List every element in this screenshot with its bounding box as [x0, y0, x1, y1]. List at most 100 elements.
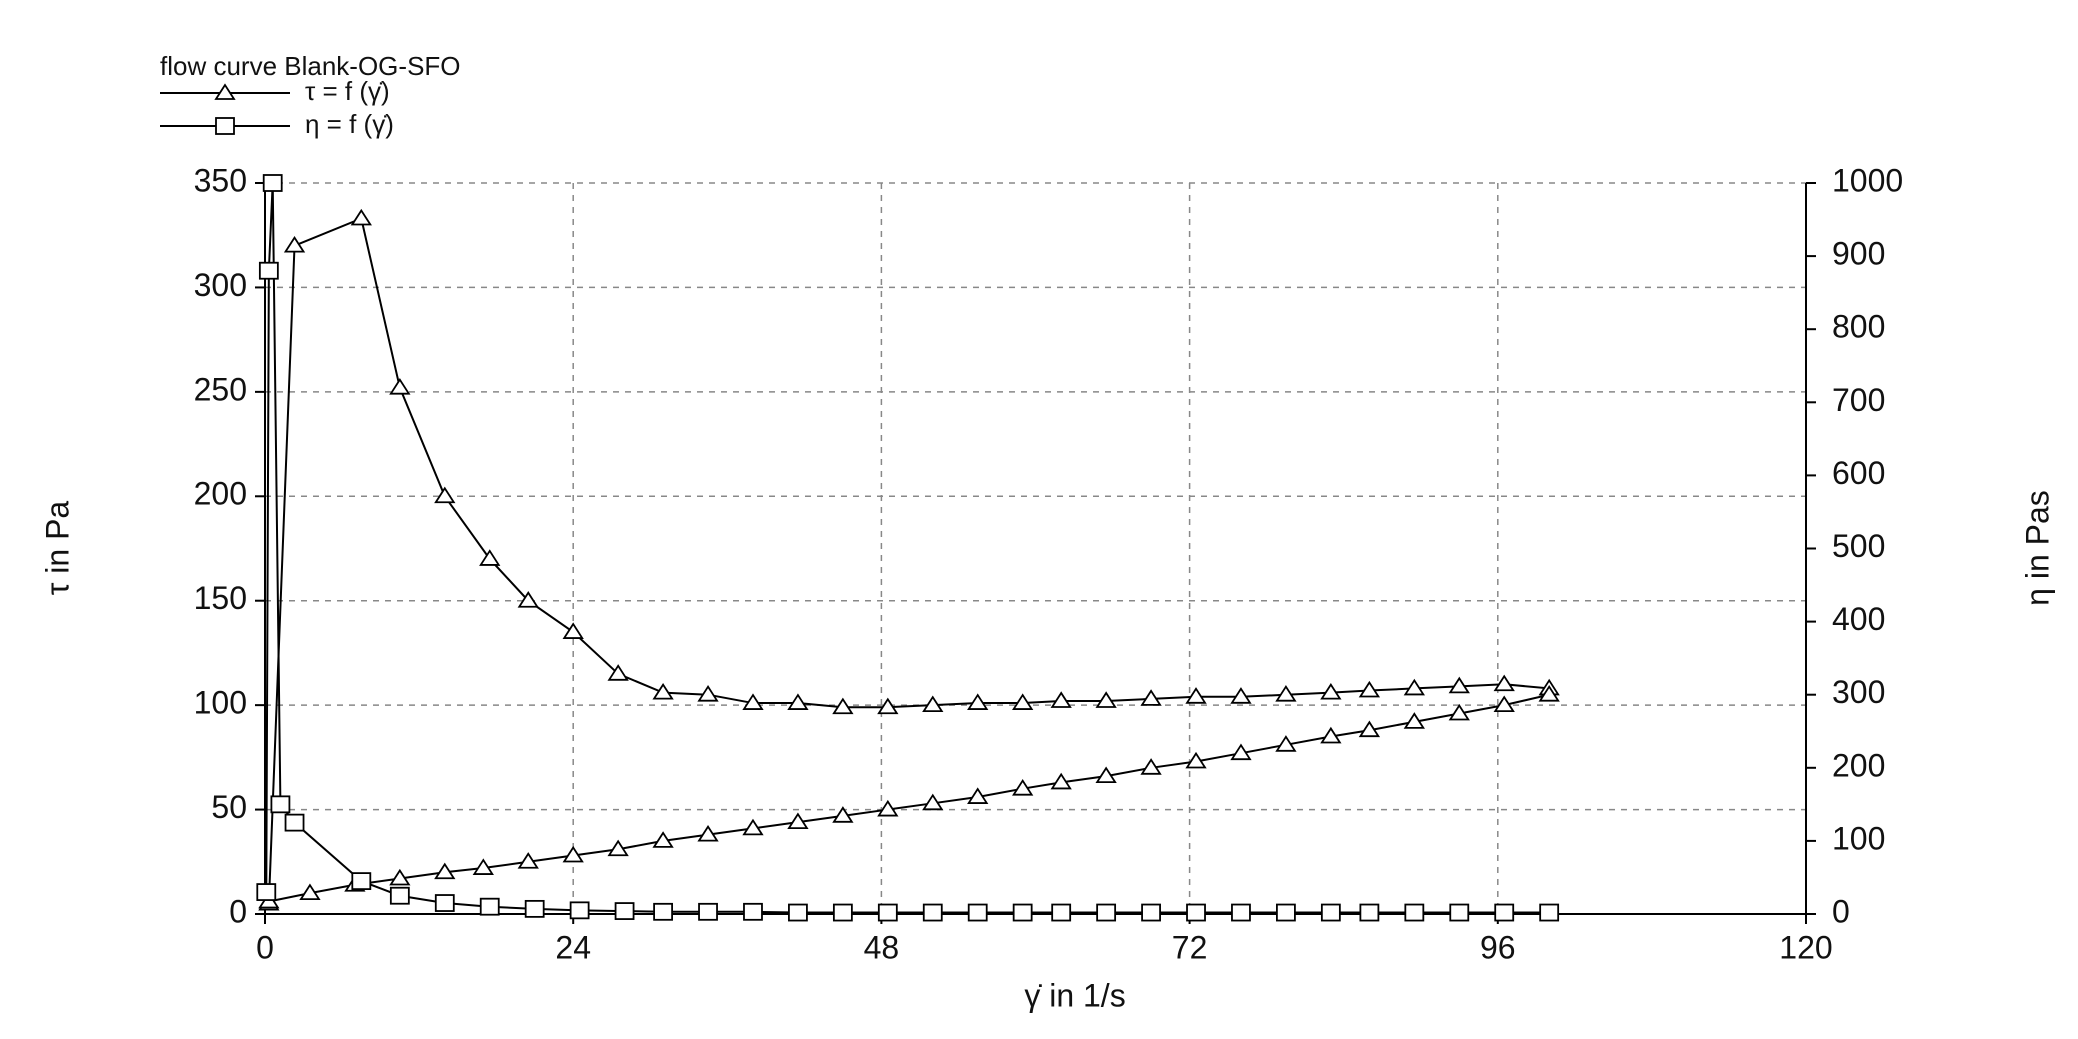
marker: [1539, 903, 1560, 922]
marker: [1012, 693, 1034, 710]
x-tick-label: 72: [1172, 929, 1208, 965]
marker: [1493, 695, 1515, 713]
marker: [258, 261, 279, 280]
marker: [1095, 766, 1117, 784]
marker: [697, 824, 719, 842]
marker: [562, 622, 584, 639]
marker: [1358, 720, 1381, 738]
marker: [1358, 680, 1381, 698]
y2-tick-label: 200: [1832, 747, 1885, 783]
marker: [788, 903, 808, 922]
marker: [1448, 676, 1470, 694]
marker: [434, 862, 456, 880]
marker: [299, 883, 321, 901]
marker: [1275, 685, 1297, 702]
legend-marker: [214, 83, 236, 100]
marker: [1493, 674, 1515, 692]
marker: [832, 903, 853, 922]
marker: [832, 697, 854, 715]
marker: [967, 693, 989, 710]
marker: [1050, 772, 1072, 790]
legend-marker: [215, 117, 235, 135]
marker: [1359, 903, 1380, 922]
y2-tick-label: 700: [1832, 382, 1885, 418]
legend-title: flow curve Blank-OG-SFO: [160, 51, 461, 81]
marker: [1095, 691, 1117, 708]
marker: [922, 695, 944, 713]
marker: [434, 894, 455, 912]
marker: [1230, 743, 1252, 761]
marker: [1404, 903, 1425, 922]
x-tick-label: 96: [1480, 929, 1516, 965]
marker: [569, 901, 590, 920]
marker: [697, 685, 719, 702]
marker: [524, 899, 545, 918]
marker: [922, 903, 943, 922]
marker: [270, 795, 291, 814]
marker: [1230, 687, 1252, 704]
series-line: [267, 217, 1551, 904]
y2-axis-label: η in Pas: [2019, 490, 2055, 606]
y2-tick-label: 400: [1832, 601, 1885, 637]
marker: [787, 693, 809, 710]
marker: [351, 872, 372, 891]
marker: [1403, 712, 1425, 729]
marker: [1231, 903, 1251, 922]
marker: [1012, 779, 1034, 796]
marker: [698, 902, 718, 921]
marker: [256, 883, 277, 901]
x-tick-label: 24: [555, 929, 591, 965]
marker: [877, 697, 899, 715]
marker: [922, 793, 944, 811]
x-tick-label: 48: [864, 929, 900, 965]
marker: [262, 174, 283, 192]
y-tick-label: 300: [194, 267, 247, 303]
y2-tick-label: 100: [1832, 820, 1885, 856]
x-axis-label: γ̇ in 1/s: [1024, 977, 1125, 1013]
marker: [284, 813, 305, 832]
marker: [832, 806, 854, 823]
marker: [652, 682, 674, 700]
y2-tick-label: 300: [1832, 674, 1885, 710]
y2-tick-label: 0: [1832, 893, 1850, 929]
y-tick-label: 250: [194, 371, 247, 407]
y2-tick-label: 800: [1832, 309, 1885, 345]
marker: [1320, 903, 1341, 922]
marker: [517, 591, 539, 608]
marker: [1141, 903, 1161, 922]
marker: [479, 549, 501, 566]
marker: [607, 664, 629, 681]
y-axis-label: τ in Pa: [39, 501, 75, 596]
marker: [787, 812, 809, 830]
marker: [1051, 903, 1072, 922]
marker: [1140, 758, 1162, 775]
marker: [967, 903, 988, 922]
marker: [1494, 903, 1515, 922]
marker: [1538, 685, 1560, 702]
marker: [1320, 682, 1342, 700]
x-tick-label: 120: [1779, 929, 1832, 965]
marker: [1320, 726, 1342, 744]
y-tick-label: 100: [194, 685, 247, 721]
legend-label: η = f (γ̇): [305, 109, 394, 139]
marker: [614, 902, 635, 920]
marker: [350, 208, 372, 226]
marker: [283, 235, 306, 253]
y-tick-label: 350: [194, 162, 247, 198]
legend-label: τ = f (γ̇): [305, 76, 390, 106]
y2-tick-label: 1000: [1832, 162, 1903, 198]
marker: [607, 839, 629, 857]
marker: [877, 799, 899, 817]
marker: [562, 845, 584, 863]
marker: [1185, 687, 1207, 704]
marker: [1449, 903, 1470, 922]
marker: [652, 831, 674, 848]
marker: [653, 902, 673, 921]
marker: [517, 852, 539, 869]
marker: [1275, 735, 1297, 752]
marker: [389, 868, 411, 886]
marker: [472, 858, 494, 875]
marker: [389, 378, 411, 395]
marker: [1140, 689, 1162, 706]
